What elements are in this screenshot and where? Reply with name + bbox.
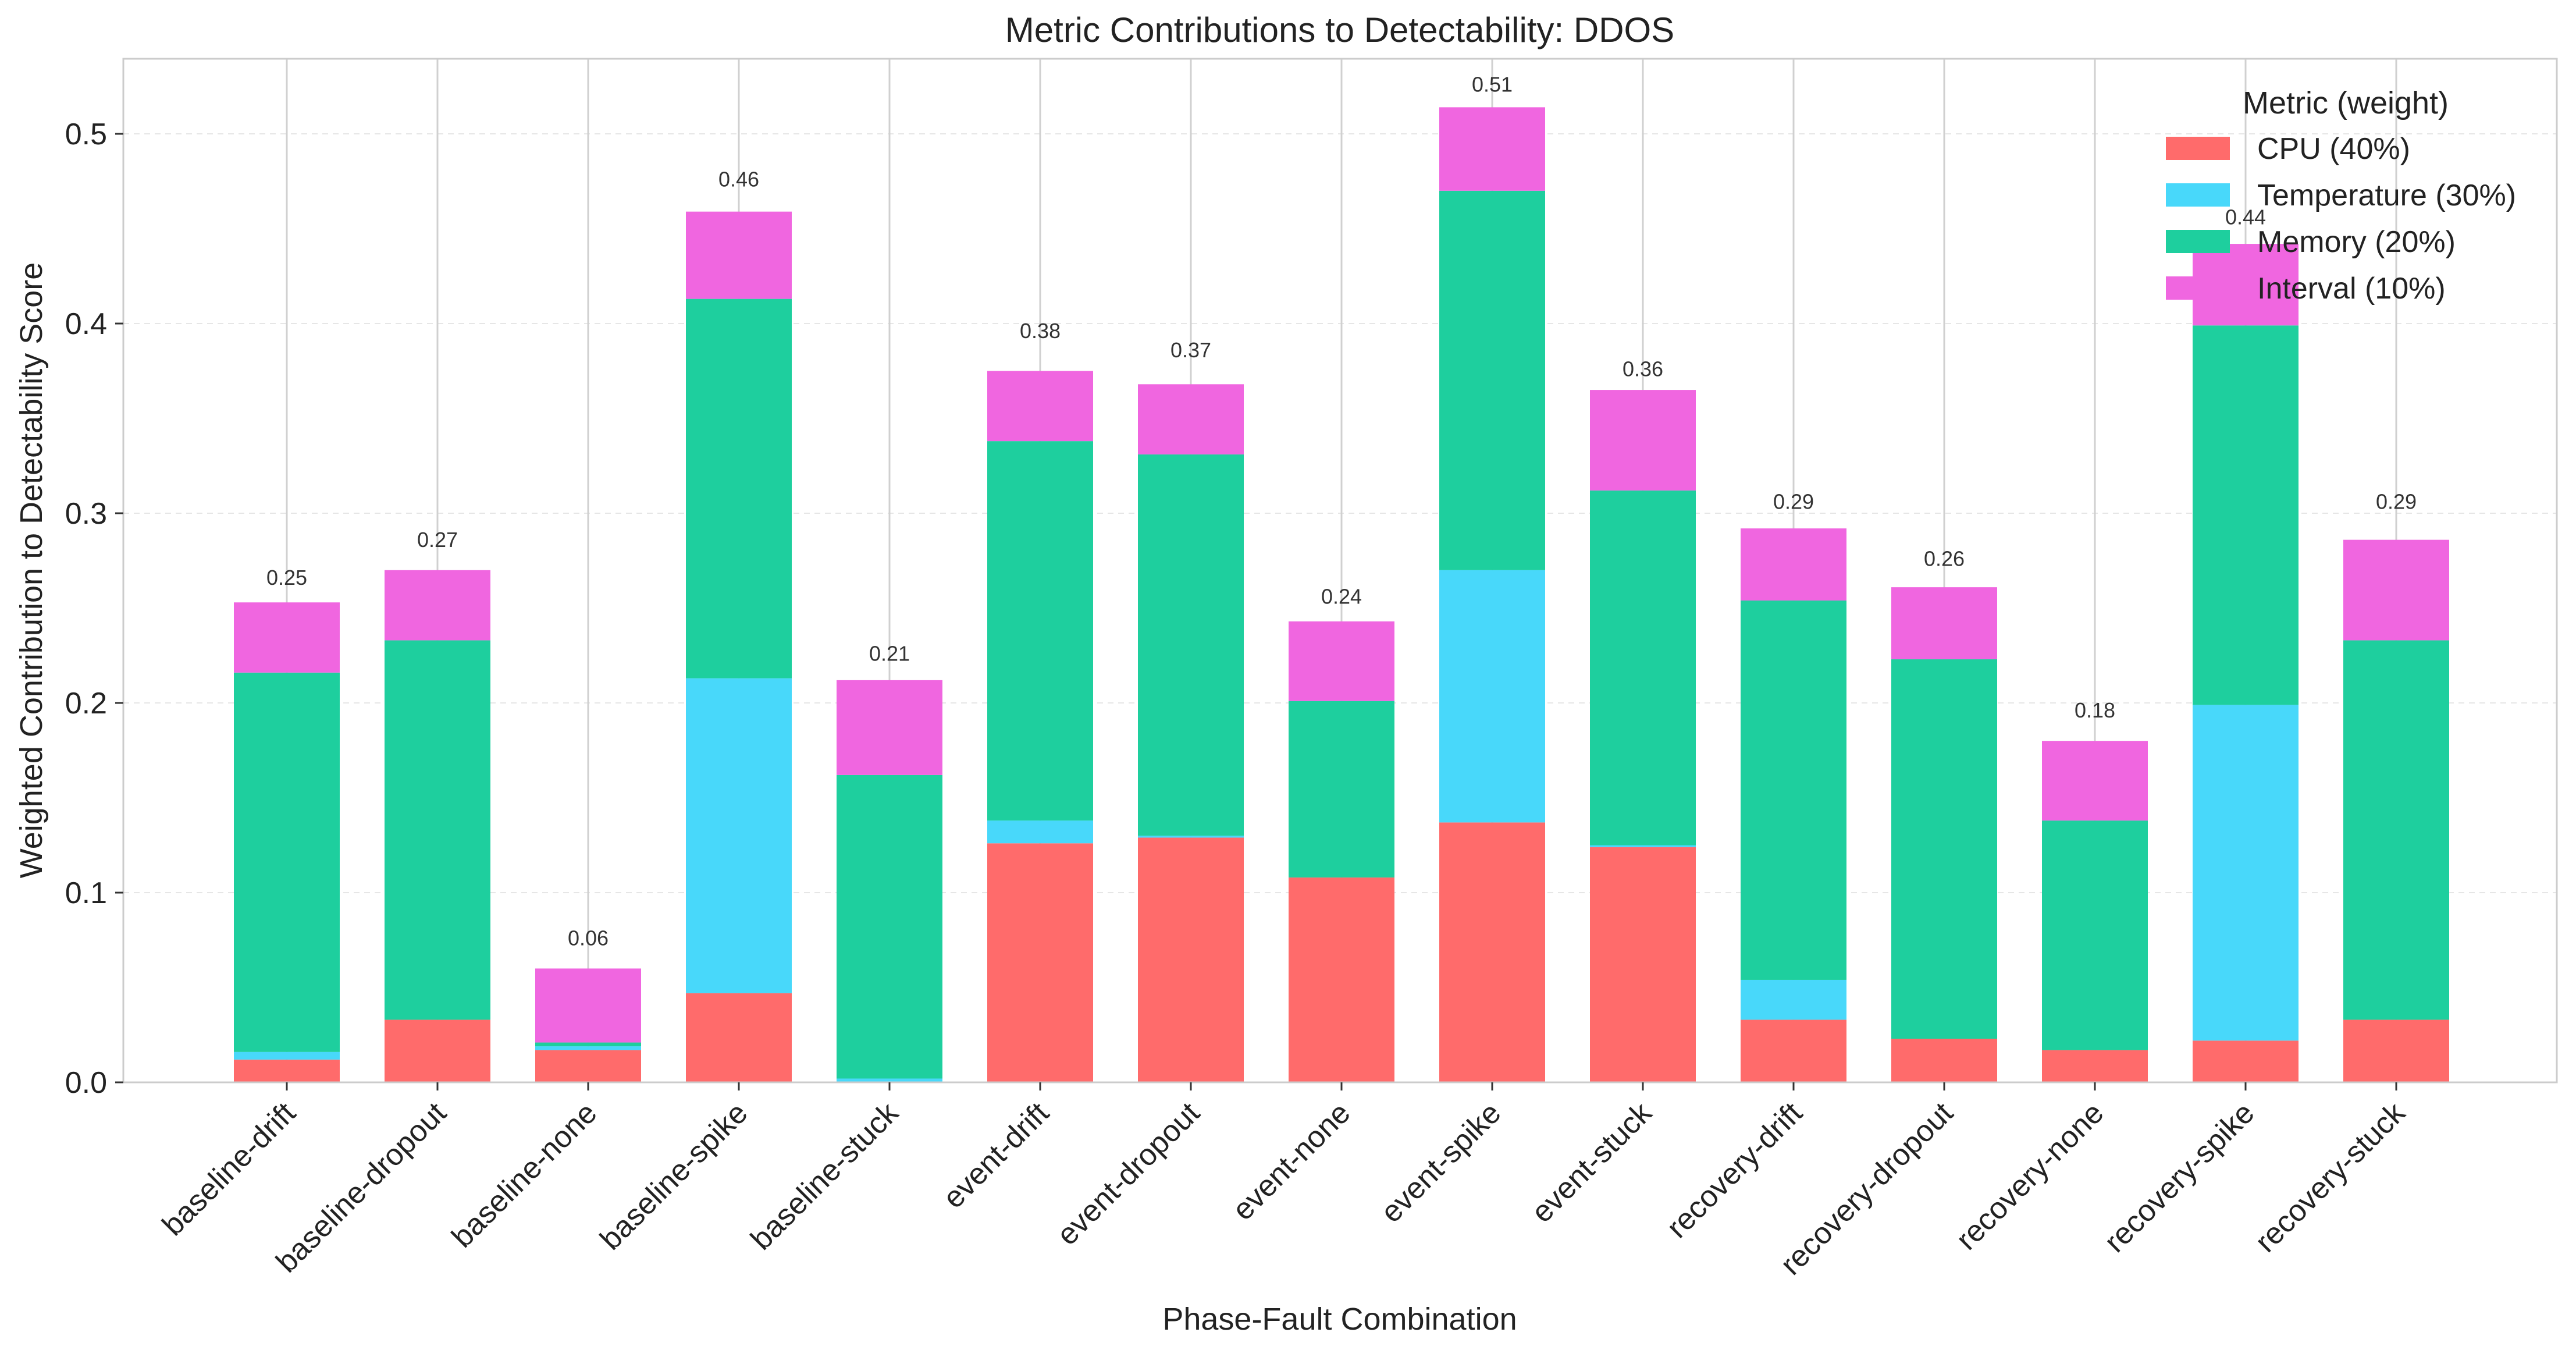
bar-segment-memory	[686, 299, 792, 678]
bar-segment-cpu	[686, 993, 792, 1082]
bar-segment-interval	[234, 602, 340, 673]
bar-segment-memory	[2343, 640, 2449, 1020]
y-tick-label: 0.0	[65, 1066, 107, 1100]
y-axis-label: Weighted Contribution to Detectability S…	[14, 262, 49, 879]
legend-label: Interval (10%)	[2257, 272, 2446, 305]
bar-segment-cpu	[1138, 837, 1244, 1082]
total-value-label: 0.44	[2225, 205, 2266, 229]
total-value-label: 0.24	[1321, 585, 1362, 609]
total-value-label: 0.27	[417, 528, 458, 552]
bar-segment-memory	[234, 672, 340, 1052]
bar-segment-interval	[1741, 528, 1846, 601]
bar-segment-memory	[987, 441, 1093, 821]
bars	[234, 107, 2449, 1082]
legend-swatch	[2166, 137, 2230, 160]
bar-segment-cpu	[1891, 1039, 1997, 1082]
bar-segment-temperature	[1590, 845, 1696, 847]
bar-segment-cpu	[1439, 822, 1545, 1082]
bar-segment-temperature	[1741, 979, 1846, 1020]
bar-segment-temperature	[987, 820, 1093, 844]
total-value-label: 0.21	[869, 641, 910, 665]
y-tick-label: 0.3	[65, 497, 107, 531]
bar-segment-cpu	[2193, 1040, 2299, 1082]
bar-segment-memory	[535, 1042, 641, 1047]
total-labels: 0.25 0.27 0.06 0.46 0.21 0.38 0.37 0.24 0.51 0.36…	[266, 72, 2417, 950]
y-tick-label: 0.4	[65, 307, 107, 341]
bar-segment-cpu	[2343, 1019, 2449, 1082]
total-value-label: 0.18	[2075, 698, 2115, 722]
x-axis-label: Phase-Fault Combination	[1162, 1302, 1517, 1337]
total-value-label: 0.29	[2376, 490, 2417, 514]
total-value-label: 0.37	[1170, 338, 1211, 362]
legend-label: CPU (40%)	[2257, 132, 2410, 166]
bar-segment-interval	[1289, 621, 1394, 701]
bar-segment-memory	[837, 775, 942, 1079]
bar-segment-memory	[1289, 701, 1394, 878]
legend: Metric (weight) CPU (40%) Temperature (30…	[2166, 86, 2516, 305]
bar-segment-temperature	[686, 678, 792, 993]
bar-segment-temperature	[2193, 705, 2299, 1041]
bar-segment-interval	[1138, 384, 1244, 454]
bar-segment-temperature	[1138, 836, 1244, 838]
bar-segment-temperature	[1439, 570, 1545, 823]
chart-title: Metric Contributions to Detectability: D…	[1005, 10, 1674, 49]
bar-segment-memory	[2193, 325, 2299, 705]
bar-segment-memory	[1439, 190, 1545, 570]
bar-segment-cpu	[385, 1019, 490, 1082]
bar-segment-memory	[2042, 820, 2148, 1050]
total-value-label: 0.46	[718, 167, 759, 191]
bar-segment-memory	[1741, 600, 1846, 980]
total-value-label: 0.51	[1472, 72, 1513, 96]
total-value-label: 0.06	[568, 926, 609, 950]
legend-label: Memory (20%)	[2257, 225, 2456, 259]
legend-title: Metric (weight)	[2243, 86, 2449, 120]
bar-segment-interval	[1891, 587, 1997, 660]
bar-segment-cpu	[234, 1059, 340, 1082]
legend-items: CPU (40%) Temperature (30%) Memory (20%) In…	[2166, 132, 2516, 305]
bar-segment-temperature	[837, 1078, 942, 1082]
y-tick-label: 0.5	[65, 118, 107, 151]
bar-segment-temperature	[535, 1046, 641, 1050]
y-axis: 0.0 0.1 0.2 0.3 0.4 0.5	[65, 118, 123, 1100]
bar-segment-memory	[385, 640, 490, 1020]
legend-swatch	[2166, 183, 2230, 207]
total-value-label: 0.38	[1020, 319, 1061, 343]
bar-segment-cpu	[1289, 877, 1394, 1082]
bar-segment-cpu	[987, 843, 1093, 1082]
bar-segment-interval	[686, 211, 792, 299]
bar-segment-interval	[535, 968, 641, 1043]
plot-frame	[122, 58, 2558, 1084]
bar-segment-memory	[1138, 454, 1244, 836]
total-value-label: 0.36	[1623, 357, 1663, 381]
bar-segment-interval	[1590, 390, 1696, 491]
bar-segment-memory	[1891, 659, 1997, 1039]
bar-segment-interval	[1439, 107, 1545, 191]
bar-segment-interval	[2343, 539, 2449, 641]
bar-segment-cpu	[2042, 1050, 2148, 1082]
bar-segment-interval	[987, 371, 1093, 442]
total-value-label: 0.25	[266, 566, 307, 589]
bar-segment-cpu	[535, 1050, 641, 1082]
total-value-label: 0.29	[1773, 490, 1814, 514]
total-value-label: 0.26	[1924, 546, 1965, 570]
legend-swatch	[2166, 230, 2230, 253]
bar-segment-cpu	[1741, 1019, 1846, 1082]
legend-swatch	[2166, 276, 2230, 300]
bar-segment-temperature	[234, 1052, 340, 1060]
bar-segment-cpu	[1590, 847, 1696, 1082]
legend-label: Temperature (30%)	[2257, 179, 2516, 212]
bar-segment-memory	[1590, 490, 1696, 846]
y-tick-label: 0.1	[65, 876, 107, 910]
bar-segment-interval	[837, 680, 942, 775]
y-tick-label: 0.2	[65, 687, 107, 720]
bar-segment-interval	[385, 570, 490, 641]
bar-segment-interval	[2042, 741, 2148, 821]
